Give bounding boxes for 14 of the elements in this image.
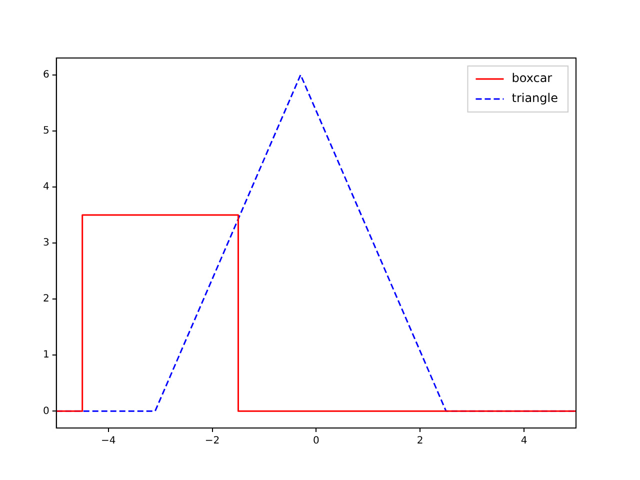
legend-label: triangle [512, 91, 558, 106]
y-tick-label: 5 [42, 125, 50, 136]
y-tick-label: 2 [42, 294, 50, 305]
x-tick-label: 0 [312, 436, 320, 447]
x-tick-label: 2 [416, 436, 424, 447]
y-tick-label: 4 [42, 182, 50, 193]
y-tick-label: 1 [42, 350, 50, 361]
x-tick-label: 4 [520, 436, 528, 447]
y-tick-label: 6 [42, 69, 50, 80]
legend-label: boxcar [512, 71, 552, 86]
y-tick-label: 0 [42, 406, 50, 417]
y-tick-label: 3 [42, 238, 50, 249]
x-tick-label: −4 [100, 436, 116, 447]
x-tick-label: −2 [204, 436, 220, 447]
